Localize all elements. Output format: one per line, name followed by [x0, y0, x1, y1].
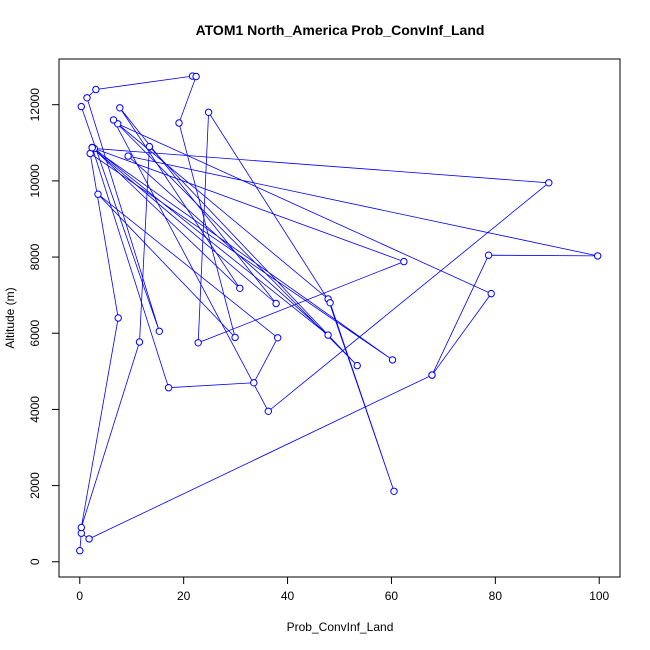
data-point	[116, 104, 124, 112]
data-point	[88, 144, 96, 152]
y-tick-label: 6000	[28, 320, 42, 347]
y-tick-label: 4000	[28, 396, 42, 423]
x-tick-label: 100	[589, 589, 609, 603]
data-point	[145, 142, 154, 151]
y-axis: 0 2000 4000 6000 8000 10000 12000	[28, 88, 60, 565]
chart-title: ATOM1 North_America Prob_ConvInf_Land	[196, 22, 485, 38]
x-axis-label: Prob_ConvInf_Land	[287, 620, 394, 634]
series-points	[76, 72, 602, 555]
data-point	[92, 85, 100, 94]
data-point	[192, 72, 200, 81]
data-point	[390, 487, 398, 495]
series-lines	[79, 75, 598, 551]
data-point	[484, 251, 493, 259]
data-point	[83, 94, 91, 102]
data-point	[400, 257, 408, 266]
data-point	[124, 152, 132, 160]
data-point	[594, 252, 602, 260]
data-point	[109, 116, 118, 124]
x-tick-label: 40	[281, 589, 295, 603]
data-point	[545, 179, 553, 187]
data-point	[114, 314, 122, 322]
data-point	[353, 361, 361, 370]
x-tick-label: 80	[489, 589, 503, 603]
data-point	[204, 108, 213, 117]
data-point	[231, 333, 239, 342]
y-axis-label: Altitude (m)	[3, 287, 17, 348]
data-point	[274, 334, 282, 342]
data-point	[388, 356, 397, 364]
x-tick-label: 0	[76, 589, 83, 603]
data-point	[155, 327, 164, 335]
y-tick-label: 2000	[28, 472, 42, 499]
x-tick-label: 60	[385, 589, 399, 603]
y-tick-label: 8000	[28, 243, 42, 270]
data-point	[85, 535, 93, 543]
y-tick-label: 12000	[28, 88, 42, 122]
data-point	[135, 338, 144, 346]
data-point	[324, 331, 332, 339]
data-point	[272, 299, 280, 308]
data-point	[194, 339, 202, 347]
y-tick-label: 10000	[28, 164, 42, 198]
x-tick-label: 20	[177, 589, 191, 603]
data-point	[487, 289, 495, 298]
y-tick-label: 0	[28, 558, 42, 565]
data-point	[236, 284, 244, 292]
data-point	[326, 299, 334, 307]
data-point	[264, 407, 272, 415]
data-point	[175, 119, 183, 127]
data-point	[428, 371, 436, 379]
data-point	[76, 547, 84, 555]
x-axis: 0 20 40 60 80 100	[76, 576, 610, 603]
data-point	[94, 190, 102, 198]
data-point	[250, 379, 258, 387]
data-point	[164, 384, 173, 392]
data-point	[77, 523, 86, 532]
data-point	[77, 102, 86, 111]
